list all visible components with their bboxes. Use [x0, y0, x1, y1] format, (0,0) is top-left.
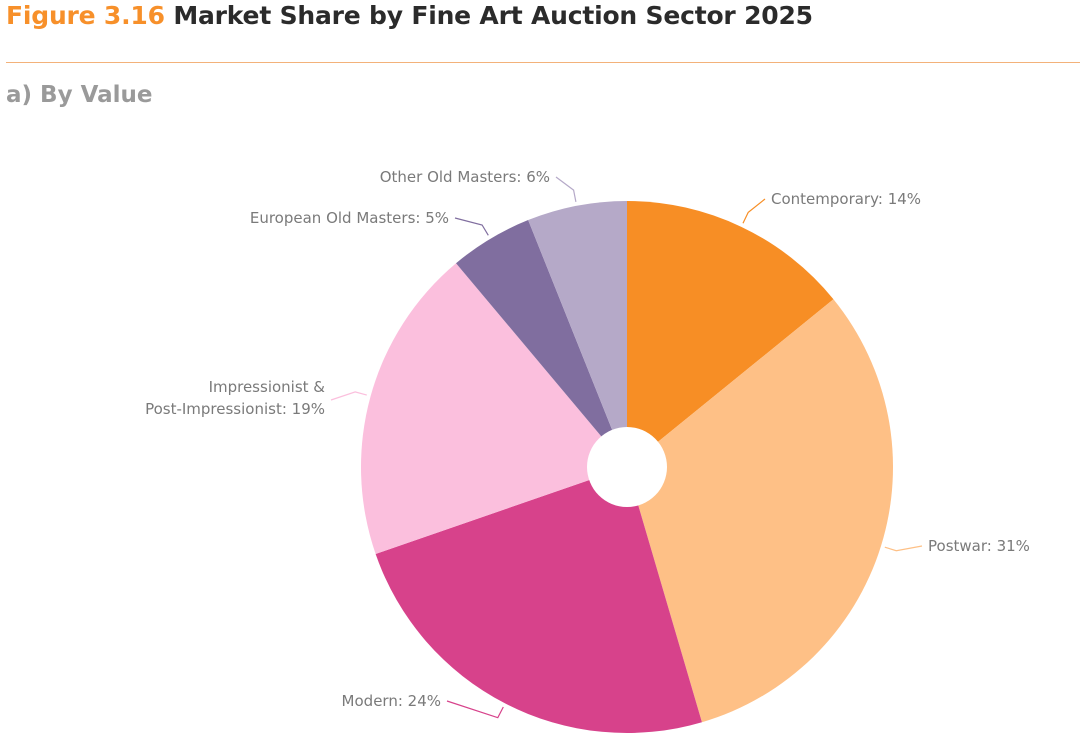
leader-line — [446, 700, 504, 719]
slice-label: Other Old Masters: 6% — [380, 168, 550, 186]
pie-center-hole — [587, 427, 667, 507]
figure-title-text: Market Share by Fine Art Auction Sector … — [173, 1, 813, 30]
pie-slice-modern — [375, 467, 702, 734]
pie-slice-postwar — [627, 299, 894, 723]
slice-label: Modern: 24% — [342, 692, 441, 710]
pie-slice-european-old-masters — [456, 220, 627, 467]
chart-subtitle: a) By Value — [6, 82, 153, 108]
figure-title: Figure 3.16 Market Share by Fine Art Auc… — [6, 1, 813, 30]
pie-slice-impressionist-post-impressionist — [360, 263, 627, 554]
pie-slice-contemporary — [627, 201, 834, 467]
pie-slice-other-old-masters — [528, 201, 627, 467]
slice-label: Postwar: 31% — [928, 537, 1030, 555]
title-divider — [6, 62, 1080, 63]
slice-label: Contemporary: 14% — [771, 190, 921, 208]
slice-label: European Old Masters: 5% — [250, 209, 449, 227]
leader-line — [742, 198, 766, 224]
leader-line — [555, 176, 577, 203]
leader-line — [330, 391, 367, 401]
leader-line — [884, 545, 923, 552]
figure-number: Figure 3.16 — [6, 1, 165, 30]
slice-label: Post-Impressionist: 19% — [145, 400, 325, 418]
slice-label: Impressionist & — [209, 378, 326, 396]
leader-line — [454, 217, 489, 236]
